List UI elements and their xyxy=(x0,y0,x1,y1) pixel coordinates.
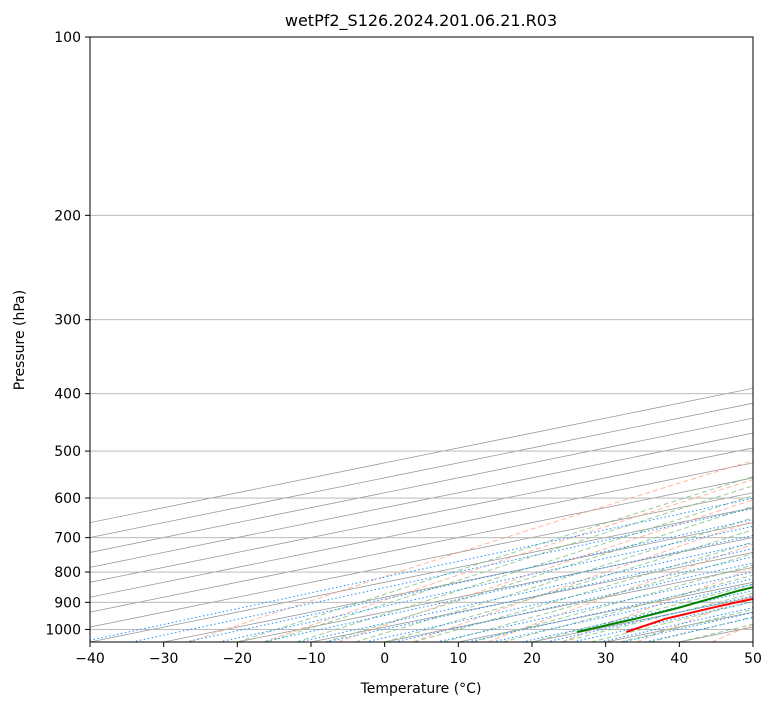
moist-adiabat xyxy=(296,495,753,642)
x-tick-label: −20 xyxy=(223,651,253,667)
y-axis-ticks: 100 200 300 400 500 600 700 800 900 1000 xyxy=(45,30,90,638)
y-tick-label: 100 xyxy=(54,30,81,46)
y-tick-label: 600 xyxy=(54,491,81,507)
y-tick-label: 900 xyxy=(54,595,81,611)
y-tick-label: 700 xyxy=(54,531,81,547)
mixing-ratio-lines xyxy=(90,497,753,642)
x-tick-label: 30 xyxy=(597,651,615,667)
plot-frame xyxy=(89,36,754,643)
mixing-ratio-line xyxy=(521,589,753,642)
moist-adiabat xyxy=(531,584,753,642)
isotherm-lines xyxy=(90,387,753,642)
isotherm-line xyxy=(90,417,753,553)
dry-adiabat xyxy=(188,460,753,642)
isotherm-line xyxy=(90,492,753,628)
mixing-ratio-line xyxy=(394,562,753,642)
plot-area: -100-90-80-70-60-50-40-30-20-10010203040… xyxy=(90,37,753,642)
x-tick-label: 0 xyxy=(380,651,389,667)
x-axis-label: Temperature (°C) xyxy=(360,681,482,697)
y-tick-label: 400 xyxy=(54,387,81,403)
y-tick-label: 1000 xyxy=(45,622,81,638)
dry-adiabat xyxy=(562,568,753,642)
y-axis-label: Pressure (hPa) xyxy=(12,290,28,390)
x-tick-label: 50 xyxy=(744,651,762,667)
x-tick-label: −10 xyxy=(296,651,326,667)
mixing-ratio-line xyxy=(467,578,753,642)
x-tick-label: 40 xyxy=(670,651,688,667)
mixing-ratio-line xyxy=(325,548,753,642)
x-tick-label: 20 xyxy=(523,651,541,667)
moist-adiabat xyxy=(266,485,753,642)
moist-adiabat xyxy=(355,517,753,642)
isotherm-line xyxy=(90,447,753,583)
mixing-ratio-line xyxy=(365,556,753,642)
moist-adiabats xyxy=(237,476,753,642)
x-axis-ticks: −40 −30 −20 −10 0 10 20 30 40 50 xyxy=(75,642,762,667)
mixing-ratio-line xyxy=(218,525,753,642)
moist-adiabat xyxy=(472,564,753,642)
mixing-ratio-line xyxy=(90,497,753,641)
x-tick-label: −40 xyxy=(75,651,105,667)
dry-adiabat xyxy=(636,594,753,642)
isotherm-line xyxy=(163,522,753,642)
chart-title: wetPf2_S126.2024.201.06.21.R03 xyxy=(285,11,557,31)
isobar-gridlines xyxy=(90,37,753,630)
y-tick-label: 800 xyxy=(54,565,81,581)
y-tick-label: 500 xyxy=(54,444,81,460)
isotherm-line xyxy=(90,477,753,613)
mixing-ratio-line xyxy=(492,583,753,642)
dry-adiabat xyxy=(263,479,753,642)
mixing-ratio-line xyxy=(436,571,753,642)
y-tick-label: 200 xyxy=(54,208,81,224)
moist-adiabat xyxy=(561,592,753,642)
isotherm-line xyxy=(90,432,753,568)
isotherm-line xyxy=(237,537,753,642)
moist-adiabat xyxy=(502,574,753,642)
x-tick-label: −30 xyxy=(149,651,179,667)
moist-adiabat xyxy=(325,505,753,642)
y-tick-label: 300 xyxy=(54,313,81,329)
moist-adiabat xyxy=(443,553,753,642)
isotherm-line xyxy=(90,507,753,642)
isotherm-line xyxy=(90,462,753,598)
x-tick-label: 10 xyxy=(449,651,467,667)
mixing-ratio-line xyxy=(131,507,753,642)
